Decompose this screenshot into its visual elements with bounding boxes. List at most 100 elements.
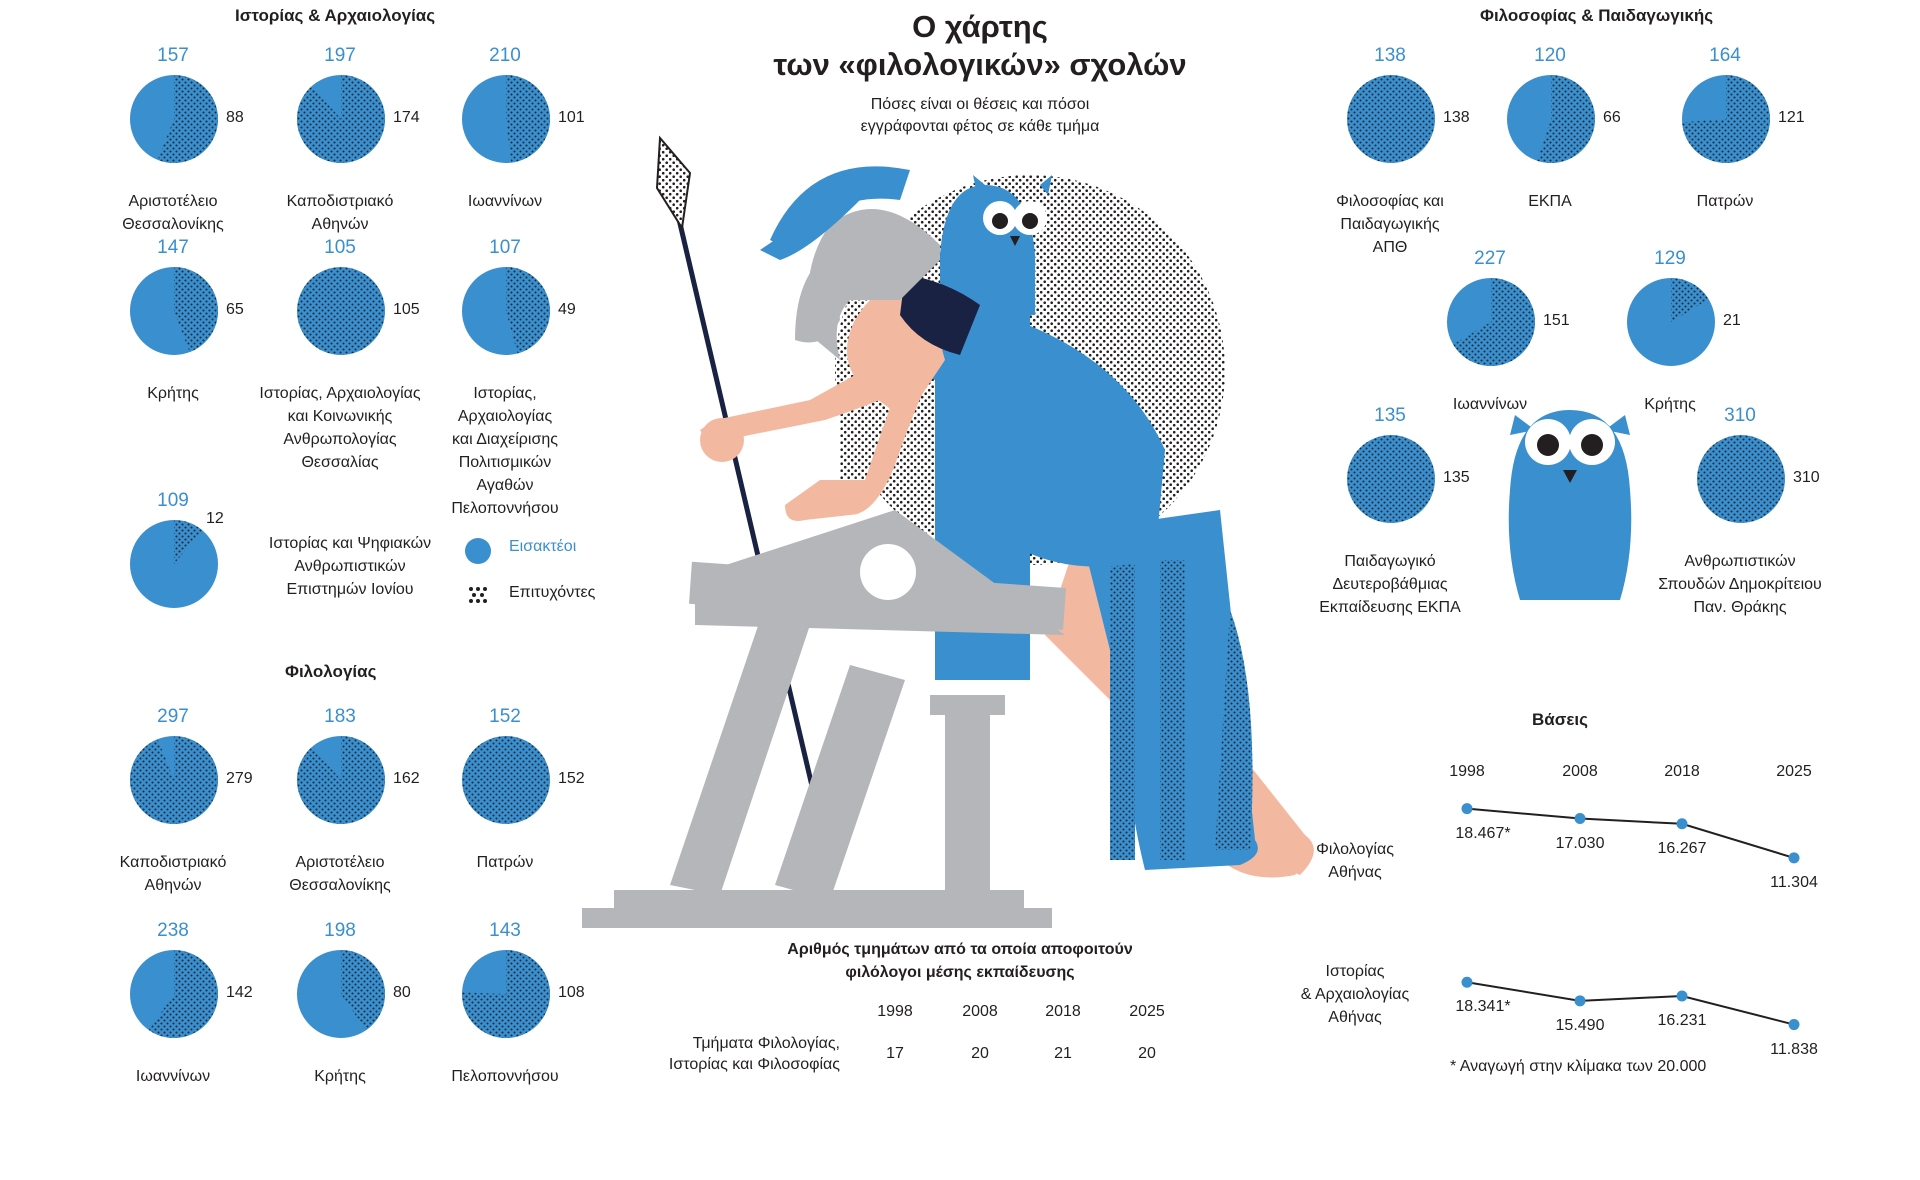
pie-chart <box>297 950 385 1038</box>
admitted-value: 210 <box>489 45 521 66</box>
pie-chart <box>1347 435 1435 523</box>
table-column-header: 2025 <box>1129 1003 1165 1020</box>
data-label: 11.838 <box>1770 1040 1818 1058</box>
data-label: 11.304 <box>1770 873 1818 891</box>
pie-slice-successful <box>1347 75 1435 163</box>
pie-chart-item: 135 135 Παιδαγωγικό Δευτεροβάθμιας Εκπαίδευσ… <box>1319 405 1640 665</box>
successful-value: 108 <box>558 984 585 1001</box>
successful-value: 80 <box>393 984 411 1001</box>
pie-chart <box>296 736 385 824</box>
successful-value: 66 <box>1603 109 1621 126</box>
pie-chart <box>461 950 550 1038</box>
data-point <box>1461 803 1473 815</box>
table-column-header: 2008 <box>962 1003 998 1020</box>
department-name-line: Αρχαιολογίας <box>457 408 553 425</box>
ruined-temple-icon <box>582 510 1067 928</box>
pie-slice-successful <box>461 950 550 1038</box>
department-name-line: ΑΠΘ <box>1372 239 1408 256</box>
admitted-value: 135 <box>1374 405 1406 426</box>
pie-slice-successful <box>296 736 385 824</box>
pie-chart <box>130 520 218 608</box>
department-name-line: Πολιτισμικών <box>458 454 552 471</box>
admitted-value: 109 <box>157 490 189 511</box>
pie-slice-successful <box>297 75 386 163</box>
department-name-line: Θεσσαλίας <box>301 454 379 471</box>
admitted-value: 197 <box>324 45 356 66</box>
department-name-line: Παιδαγωγικό <box>1344 553 1436 570</box>
pie-slice-successful <box>1671 278 1709 322</box>
series-name-line: Αθήνας <box>1328 864 1382 881</box>
data-label: 18.341* <box>1455 998 1511 1016</box>
pie-chart-item: 183 162 Αριστοτέλειο Θεσσαλονίκης <box>289 706 590 966</box>
section-title-philosophy: Φιλοσοφίας & Παιδαγωγικής <box>1480 6 1714 25</box>
pie-chart-item: 297 279 Καποδιστριακό Αθηνών <box>120 706 423 966</box>
department-name-line: Θεσσαλονίκης <box>289 877 391 894</box>
pie-chart-item: 138 138 Φιλοσοφίας και Παιδαγωγικής ΑΠΘ <box>1336 45 1640 305</box>
department-name: Ιστορίας, Αρχαιολογίας και Κοινωνικής Ανθρ… <box>240 382 440 474</box>
department-name: Ιστορίας και Ψηφιακών Ανθρωπιστικών Επιστη… <box>235 532 465 601</box>
line-chart-title: Βάσεις <box>1532 710 1588 729</box>
x-axis-tick-label: 1998 <box>1449 763 1485 780</box>
pie-chart <box>1347 75 1435 163</box>
pie-chart-item: 197 174 Καποδιστριακό Αθηνών <box>287 45 590 305</box>
admitted-value: 157 <box>157 45 189 66</box>
admitted-value: 198 <box>324 920 356 941</box>
admitted-value: 107 <box>489 237 521 258</box>
successful-value: 162 <box>393 770 420 787</box>
successful-value: 65 <box>226 301 244 318</box>
department-name-line: Ανθρωπιστικών <box>1684 553 1796 570</box>
department-name: Αριστοτέλειο Θεσσαλονίκης <box>73 190 273 236</box>
legend-admitted-swatch <box>465 538 491 564</box>
spear-icon <box>655 135 823 821</box>
pie-chart-item: 109 12 Ιστορίας και Ψηφιακών Ανθρωπιστικών Ε… <box>123 490 431 750</box>
department-name-line: ΕΚΠΑ <box>1528 193 1572 210</box>
table-title-line-2: φιλόλογοι μέσης εκπαίδευσης <box>845 964 1075 981</box>
series-name-line: Φιλολογίας <box>1316 841 1394 858</box>
page-subtitle: Πόσες είναι οι θέσεις και πόσοι εγγράφον… <box>760 94 1200 138</box>
pie-chart <box>1697 435 1785 523</box>
department-name-line: Αριστοτέλειο <box>128 193 218 210</box>
data-label: 18.467* <box>1455 824 1511 842</box>
admitted-value: 227 <box>1474 248 1506 269</box>
successful-value: 138 <box>1443 109 1470 126</box>
section-title-history: Ιστορίας & Αρχαιολογίας <box>235 6 436 25</box>
department-name: Πατρών <box>405 851 605 874</box>
department-name-line: Καποδιστριακό <box>119 854 227 871</box>
pie-chart <box>462 74 551 163</box>
legend-admitted-label: Εισακτέοι <box>509 538 577 555</box>
series-name-line: Αθήνας <box>1328 1009 1382 1026</box>
series-name: Φιλολογίας Αθήνας <box>1290 838 1420 884</box>
department-name-line: Αθηνών <box>144 877 202 894</box>
pie-chart-item: 105 105 Ιστορίας, Αρχαιολογίας και Κοινωνικ… <box>259 237 590 497</box>
department-name-line: Ανθρωπιστικών <box>294 558 406 575</box>
data-label: 16.267 <box>1657 839 1707 857</box>
table-title-line-1: Αριθμός τμημάτων από τα οποία αποφοιτούν <box>787 941 1133 958</box>
department-name-line: Κρήτης <box>147 385 199 402</box>
pie-slice-successful <box>506 74 551 163</box>
pie-chart <box>1447 278 1536 366</box>
admitted-value: 164 <box>1709 45 1741 66</box>
pie-slice-successful <box>1347 435 1435 523</box>
department-name-line: Ιωαννίνων <box>467 193 543 210</box>
data-point <box>1788 1019 1800 1031</box>
section-title-philology: Φιλολογίας <box>285 662 377 681</box>
table-cell: 21 <box>1054 1045 1072 1062</box>
pie-chart-item: 120 66 ΕΚΠΑ <box>1500 45 1800 305</box>
department-name-line: Εκπαίδευσης ΕΚΠΑ <box>1319 599 1461 616</box>
data-point <box>1788 852 1800 864</box>
x-axis-tick-label: 2025 <box>1776 763 1812 780</box>
department-name-line: Καποδιστριακό <box>286 193 394 210</box>
data-point <box>1676 990 1688 1002</box>
title-line-1: Ο χάρτης <box>912 9 1048 44</box>
x-axis-tick-label: 2018 <box>1664 763 1700 780</box>
pie-chart-item: 310 310 Ανθρωπιστικών Σπουδών Δημοκρίτειου Π… <box>1658 405 1920 665</box>
successful-value: 12 <box>206 510 224 527</box>
pie-chart-item: 164 121 Πατρών <box>1675 45 1920 305</box>
successful-value: 174 <box>393 109 420 126</box>
successful-value: 142 <box>226 984 253 1001</box>
department-name: Καποδιστριακό Αθηνών <box>240 190 440 236</box>
table-cell: 17 <box>886 1045 904 1062</box>
pie-slice-successful <box>341 950 385 1031</box>
data-label: 15.490 <box>1555 1016 1605 1034</box>
athena-figure <box>700 166 1314 878</box>
